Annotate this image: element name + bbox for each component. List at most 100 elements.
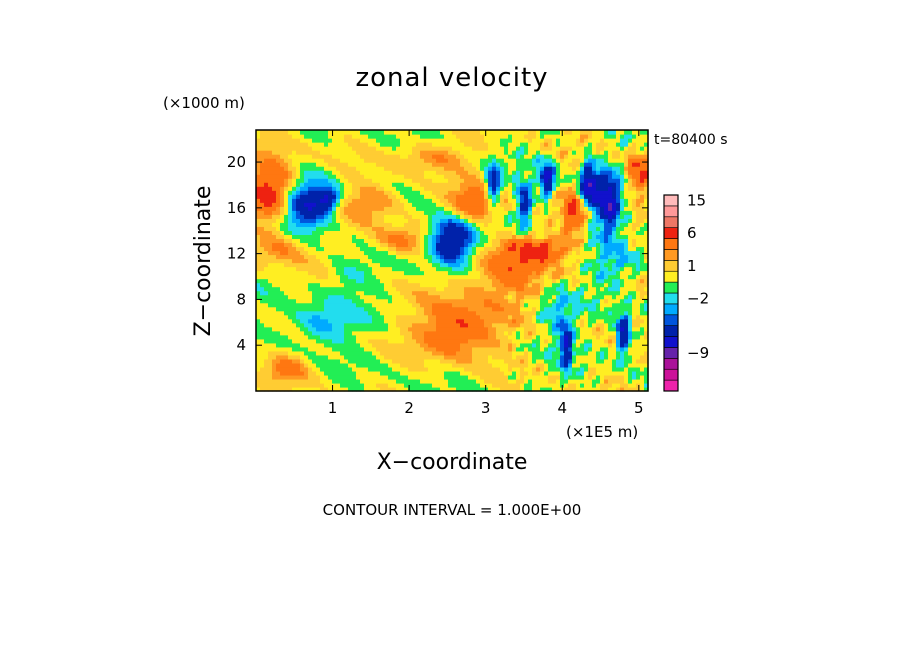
field-cell <box>432 234 437 240</box>
field-cell <box>344 370 349 376</box>
field-cell <box>464 178 469 183</box>
field-cell <box>440 374 445 380</box>
field-cell <box>260 310 265 316</box>
field-cell <box>468 358 473 364</box>
field-cell <box>512 378 517 384</box>
field-cell <box>440 194 445 199</box>
field-cell <box>456 238 461 244</box>
field-cell <box>256 338 261 344</box>
field-cell <box>464 162 469 167</box>
field-cell <box>464 194 469 199</box>
field-cell <box>420 202 425 207</box>
field-cell <box>264 198 269 203</box>
field-cell <box>368 342 373 348</box>
field-cell <box>528 274 533 280</box>
field-cell <box>276 246 281 252</box>
field-cell <box>336 378 341 384</box>
field-cell <box>348 158 353 163</box>
field-cell <box>496 318 501 324</box>
field-cell <box>400 306 405 312</box>
field-cell <box>540 366 545 372</box>
field-cell <box>340 230 345 235</box>
field-cell <box>464 242 469 248</box>
field-cell <box>528 242 533 248</box>
field-cell <box>304 162 309 167</box>
field-cell <box>548 226 553 231</box>
field-cell <box>492 326 497 332</box>
field-cell <box>532 234 537 240</box>
field-cell <box>416 326 421 332</box>
field-cell <box>464 270 469 276</box>
field-cell <box>448 214 453 219</box>
field-cell <box>448 158 453 163</box>
field-cell <box>488 218 493 223</box>
field-cell <box>440 154 445 159</box>
field-cell <box>464 298 469 304</box>
field-cell <box>340 378 345 384</box>
field-cell <box>428 166 433 171</box>
field-cell <box>488 350 493 356</box>
field-cell <box>320 242 325 248</box>
field-cell <box>540 326 545 332</box>
field-cell <box>324 178 329 183</box>
field-cell <box>448 162 453 167</box>
field-cell <box>480 350 485 356</box>
field-cell <box>560 178 565 183</box>
field-cell <box>496 158 501 163</box>
field-cell <box>504 170 509 175</box>
field-cell <box>540 166 545 171</box>
field-cell <box>364 278 369 284</box>
field-cell <box>264 246 269 252</box>
field-cell <box>440 290 445 296</box>
field-cell <box>524 174 529 179</box>
field-cell <box>432 182 437 187</box>
field-cell <box>352 358 357 364</box>
field-cell <box>516 270 521 276</box>
field-cell <box>372 198 377 203</box>
field-cell <box>500 250 505 256</box>
field-cell <box>312 130 317 135</box>
field-cell <box>400 186 405 191</box>
field-cell <box>256 130 261 135</box>
field-cell <box>284 150 289 155</box>
field-cell <box>512 190 517 195</box>
field-cell <box>460 170 465 175</box>
field-cell <box>264 262 269 268</box>
field-cell <box>360 350 365 356</box>
field-cell <box>372 202 377 207</box>
field-cell <box>460 138 465 143</box>
field-cell <box>424 202 429 207</box>
field-cell <box>420 286 425 292</box>
field-cell <box>560 170 565 175</box>
field-cell <box>500 286 505 292</box>
field-cell <box>284 314 289 320</box>
field-cell <box>284 374 289 380</box>
field-cell <box>476 134 481 139</box>
field-cell <box>324 150 329 155</box>
field-cell <box>268 362 273 368</box>
field-cell <box>324 162 329 167</box>
field-cell <box>548 366 553 372</box>
field-cell <box>368 198 373 203</box>
field-cell <box>524 230 529 235</box>
field-cell <box>432 154 437 159</box>
field-cell <box>264 378 269 384</box>
field-cell <box>292 330 297 336</box>
field-cell <box>396 318 401 324</box>
field-cell <box>356 154 361 159</box>
field-cell <box>292 354 297 360</box>
field-cell <box>300 178 305 183</box>
field-cell <box>520 254 525 260</box>
field-cell <box>528 254 533 260</box>
field-cell <box>280 310 285 316</box>
field-cell <box>356 198 361 203</box>
field-cell <box>376 362 381 368</box>
field-cell <box>360 182 365 187</box>
field-cell <box>524 326 529 332</box>
field-cell <box>424 158 429 163</box>
field-cell <box>460 142 465 147</box>
field-cell <box>532 386 537 392</box>
field-cell <box>480 326 485 332</box>
field-cell <box>536 282 541 288</box>
field-cell <box>520 166 525 171</box>
